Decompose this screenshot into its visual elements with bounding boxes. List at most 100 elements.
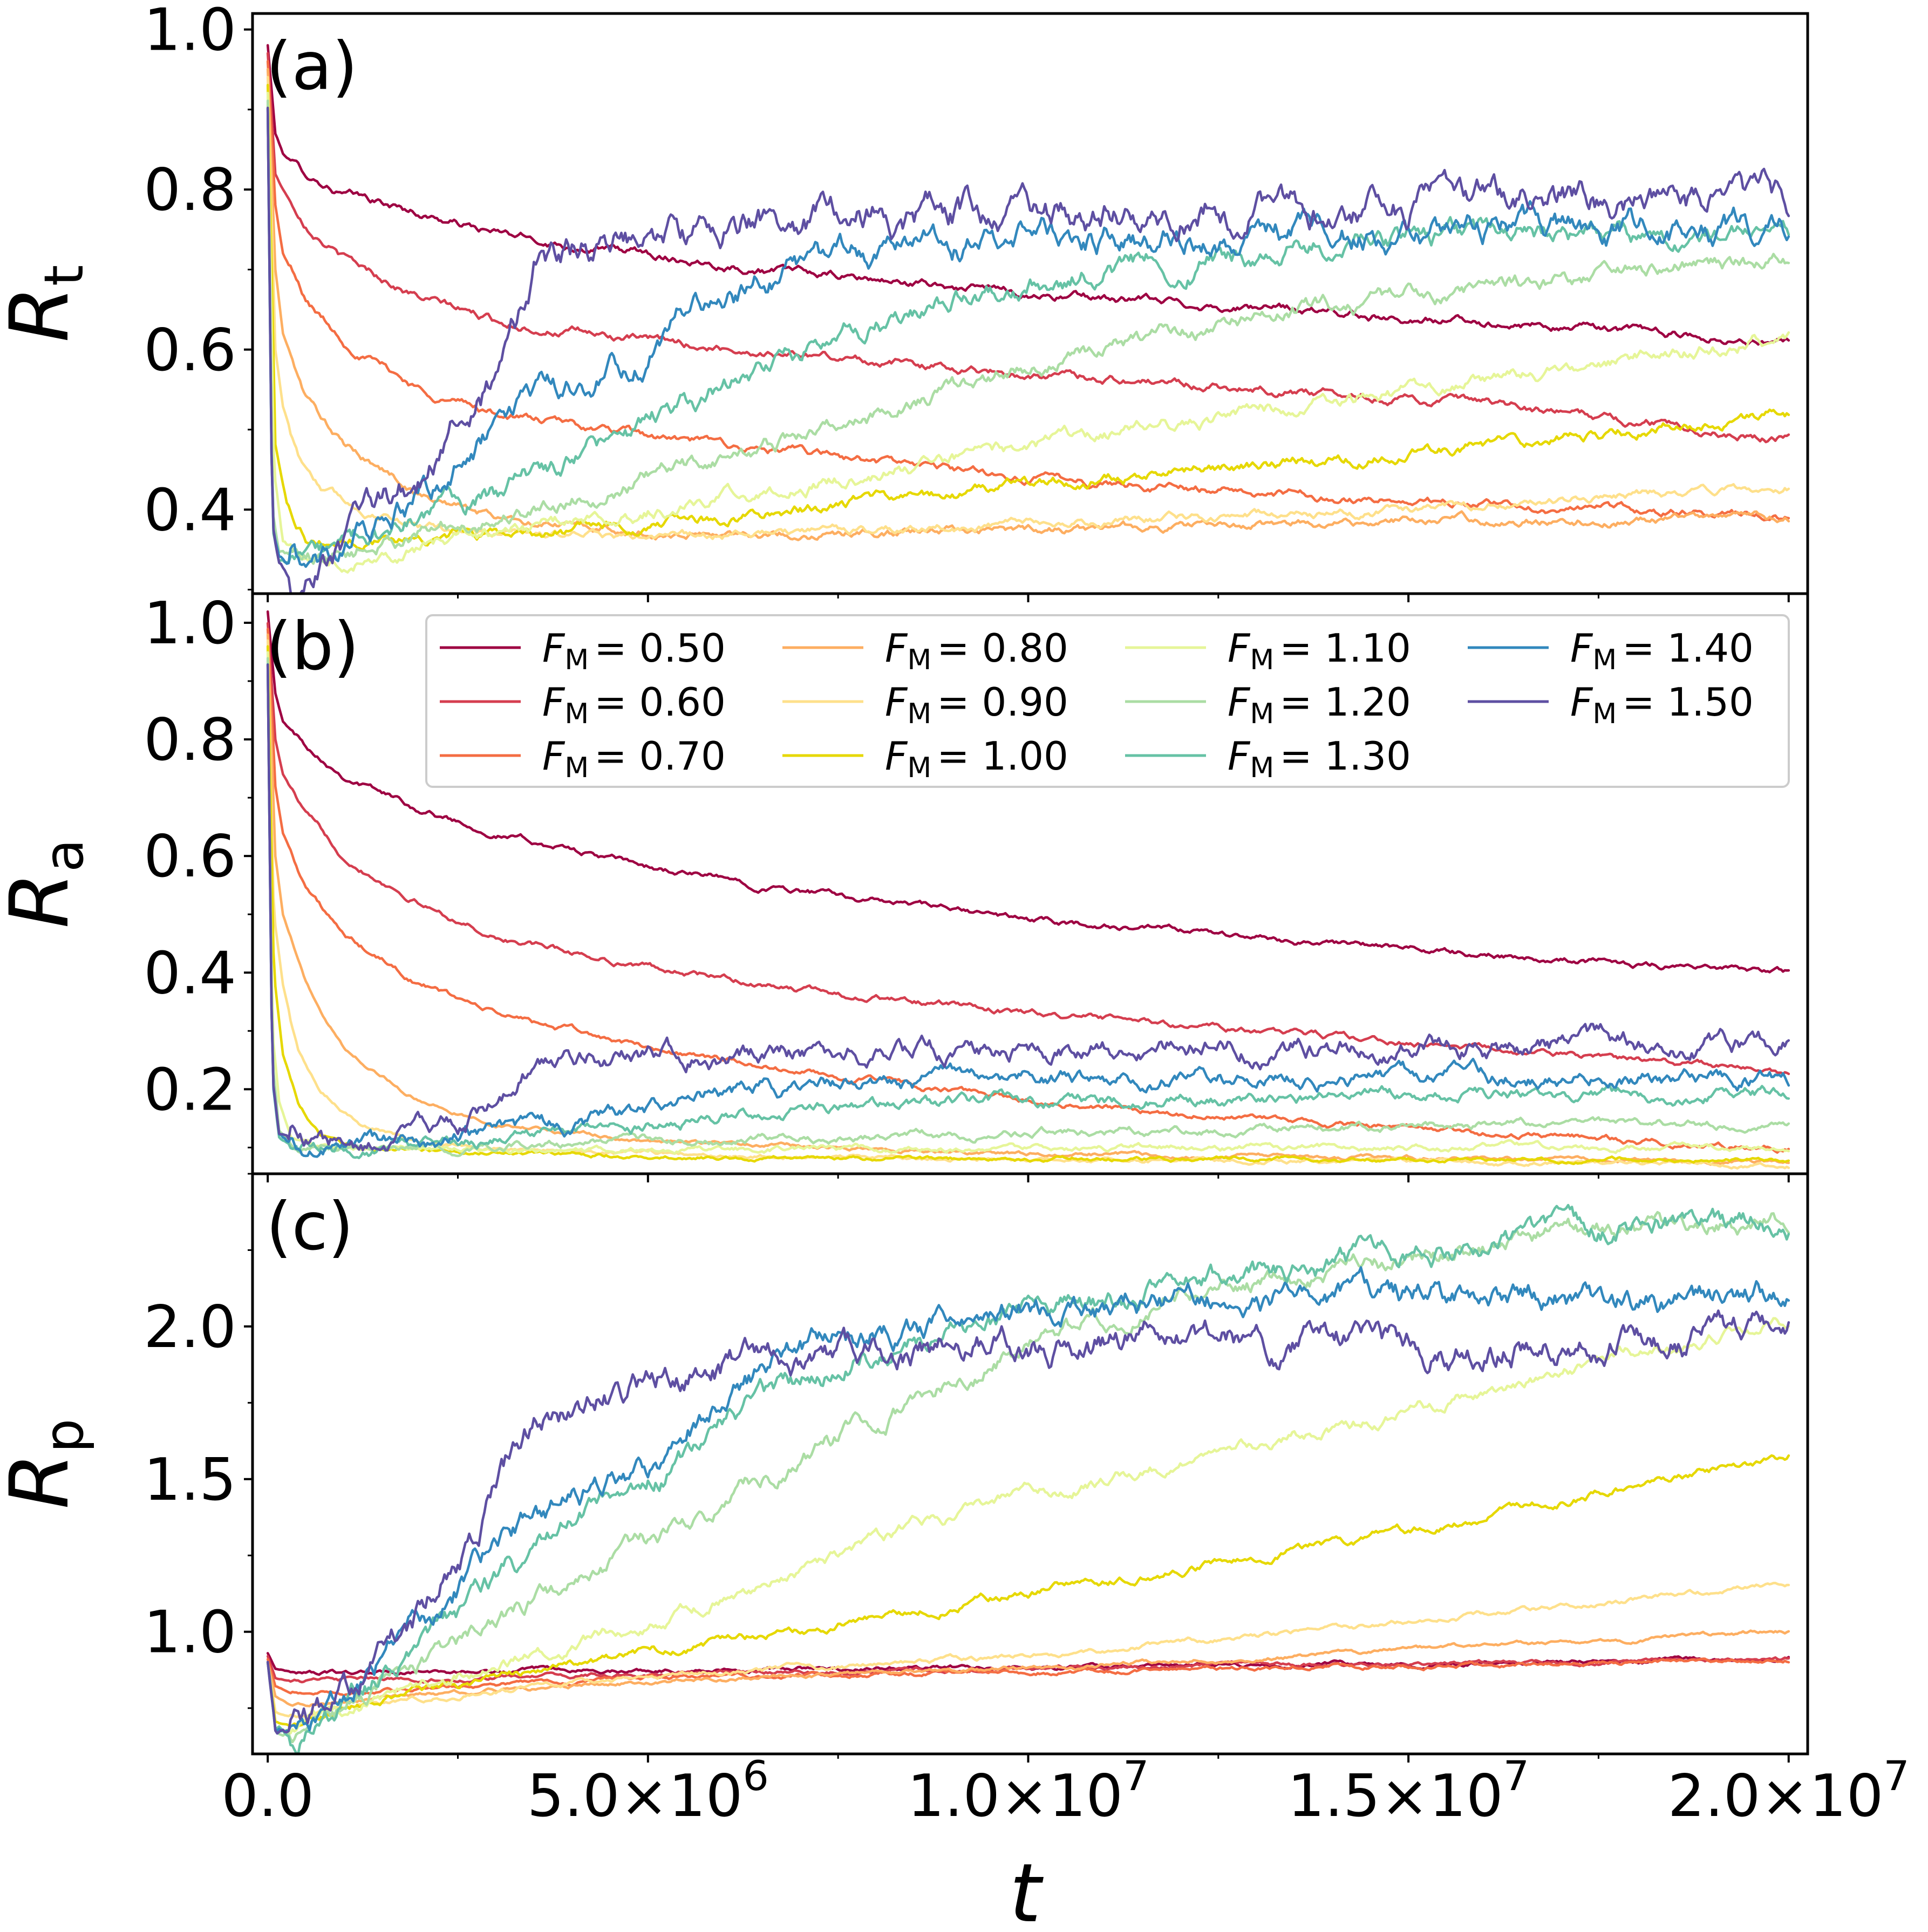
legend-value: = 1.40 (1622, 625, 1754, 671)
y-axis-label-sub: t (32, 265, 96, 286)
y-tick-label: 2.0 (144, 1294, 236, 1361)
series-line-F1-50 (266, 1309, 1790, 1735)
legend-subscript: M (564, 698, 589, 730)
y-axis-label: Ra (0, 839, 96, 929)
legend-value: = 0.90 (937, 679, 1068, 725)
x-tick-label-base: 1.5×10 (1287, 1763, 1503, 1830)
legend-subscript: M (564, 644, 589, 676)
legend-value: = 0.50 (594, 625, 726, 671)
legend-symbol: F (1228, 625, 1251, 671)
series-line-F1-30 (266, 107, 1790, 564)
legend-entry-label: FM = 0.80 (885, 625, 1068, 676)
series-line-F1-20 (266, 99, 1790, 565)
legend-entry-label: FM = 1.10 (1228, 625, 1411, 676)
series-line-F1-10 (266, 651, 1790, 1155)
legend-subscript: M (1250, 644, 1274, 676)
legend-value: = 0.60 (594, 679, 726, 725)
series-line-F1-10 (266, 1317, 1790, 1734)
series-line-F1-00 (266, 84, 1790, 552)
series-line-F0-50 (266, 610, 1790, 974)
x-tick-label: 5.0×106 (527, 1752, 769, 1830)
series-line-F1-20 (266, 657, 1790, 1158)
x-axis: t 0.0 5.0×106 1.0×107 1.5×107 2.0×107 (221, 1752, 1909, 1932)
y-axis-label-main: R (0, 286, 87, 342)
series-line-F0-80 (266, 68, 1790, 541)
series-line-F1-00 (266, 1454, 1790, 1728)
legend-value: = 0.80 (937, 625, 1068, 671)
series-line-F1-20 (266, 1211, 1790, 1744)
x-tick-label: 2.0×107 (1668, 1752, 1910, 1830)
y-tick-label: 1.0 (144, 0, 236, 64)
series-line-F0-70 (266, 628, 1790, 1154)
x-tick-label-base: 1.0×10 (907, 1763, 1123, 1830)
legend-value: = 1.50 (1622, 679, 1754, 725)
legend-box (425, 614, 1790, 788)
legend-subscript: M (907, 752, 931, 784)
x-tick-label-base: 0.0 (221, 1763, 314, 1830)
series-line-F1-10 (266, 92, 1790, 574)
y-axis-label: Rp (0, 1419, 96, 1509)
legend-symbol: F (1228, 733, 1251, 779)
panel-c: 1.0 1.5 2.0 (c) Rp (0, 1172, 1809, 1763)
legend-entry-label: FM = 0.60 (542, 679, 726, 730)
x-tick-label-exponent: 7 (1883, 1752, 1909, 1800)
legend-symbol: F (542, 679, 566, 725)
legend-subscript: M (1250, 752, 1274, 784)
y-tick-label: 0.6 (144, 823, 236, 890)
legend-entry-label: FM = 0.50 (542, 625, 726, 676)
legend-subscript: M (1592, 644, 1617, 676)
legend-entry-label: FM = 1.40 (1570, 625, 1754, 676)
series-line-F0-70 (266, 1657, 1790, 1697)
x-tick-label: 0.0 (221, 1763, 314, 1830)
y-tick-label: 1.0 (144, 590, 236, 657)
legend-symbol: F (885, 679, 908, 725)
legend-entry-label: FM = 1.00 (885, 733, 1068, 784)
legend-symbol: F (885, 733, 908, 779)
y-axis-label-sub: a (32, 839, 96, 872)
legend-subscript: M (1592, 698, 1617, 730)
legend-value: = 0.70 (594, 733, 726, 779)
legend-entry-label: FM = 1.50 (1570, 679, 1754, 730)
legend-symbol: F (885, 625, 908, 671)
series-line-F0-90 (266, 1582, 1790, 1718)
series-line-F0-50 (266, 44, 1790, 346)
y-tick-label: 0.4 (144, 477, 236, 544)
legend-symbol: F (542, 625, 566, 671)
x-tick-label-exponent: 7 (1503, 1752, 1529, 1800)
legend-subscript: M (564, 752, 589, 784)
legend-value: = 1.00 (937, 733, 1068, 779)
x-tick-label: 1.0×107 (907, 1752, 1149, 1830)
legend-subscript: M (1250, 698, 1274, 730)
legend-entry-label: FM = 0.90 (885, 679, 1068, 730)
panel-b: 0.2 0.4 0.6 0.8 1.0 (b) Ra (0, 590, 1809, 1182)
y-tick-label: 0.8 (144, 157, 236, 224)
x-tick-label-exponent: 7 (1123, 1752, 1149, 1800)
y-tick-label: 0.6 (144, 317, 236, 384)
series-line-F1-00 (266, 645, 1790, 1165)
legend-entry-label: FM = 0.70 (542, 733, 726, 784)
panel-label: (a) (266, 28, 358, 105)
legend-value: = 1.20 (1279, 679, 1411, 725)
legend-subscript: M (907, 698, 931, 730)
legend-symbol: F (1570, 625, 1593, 671)
legend-value: = 1.30 (1279, 733, 1411, 779)
y-tick-label: 1.0 (144, 1599, 236, 1666)
y-axis-label-main: R (0, 872, 87, 928)
panel-label: (c) (266, 1188, 353, 1265)
series-group (266, 1203, 1790, 1754)
x-tick-label: 1.5×107 (1287, 1752, 1529, 1830)
series-line-F1-30 (266, 1203, 1790, 1754)
x-tick-label-base: 2.0×10 (1668, 1763, 1884, 1830)
legend-value: = 1.10 (1279, 625, 1411, 671)
series-line-F1-40 (266, 107, 1790, 568)
series-line-F1-30 (266, 663, 1790, 1159)
series-line-F0-60 (266, 622, 1790, 1076)
legend-symbol: F (1570, 679, 1593, 725)
axes-frame (251, 1172, 1809, 1756)
y-tick-label: 0.4 (144, 940, 236, 1007)
series-line-F1-40 (266, 1266, 1790, 1733)
panel-label: (b) (266, 608, 359, 685)
legend-symbol: F (1228, 679, 1251, 725)
y-tick-label: 0.2 (144, 1056, 236, 1124)
